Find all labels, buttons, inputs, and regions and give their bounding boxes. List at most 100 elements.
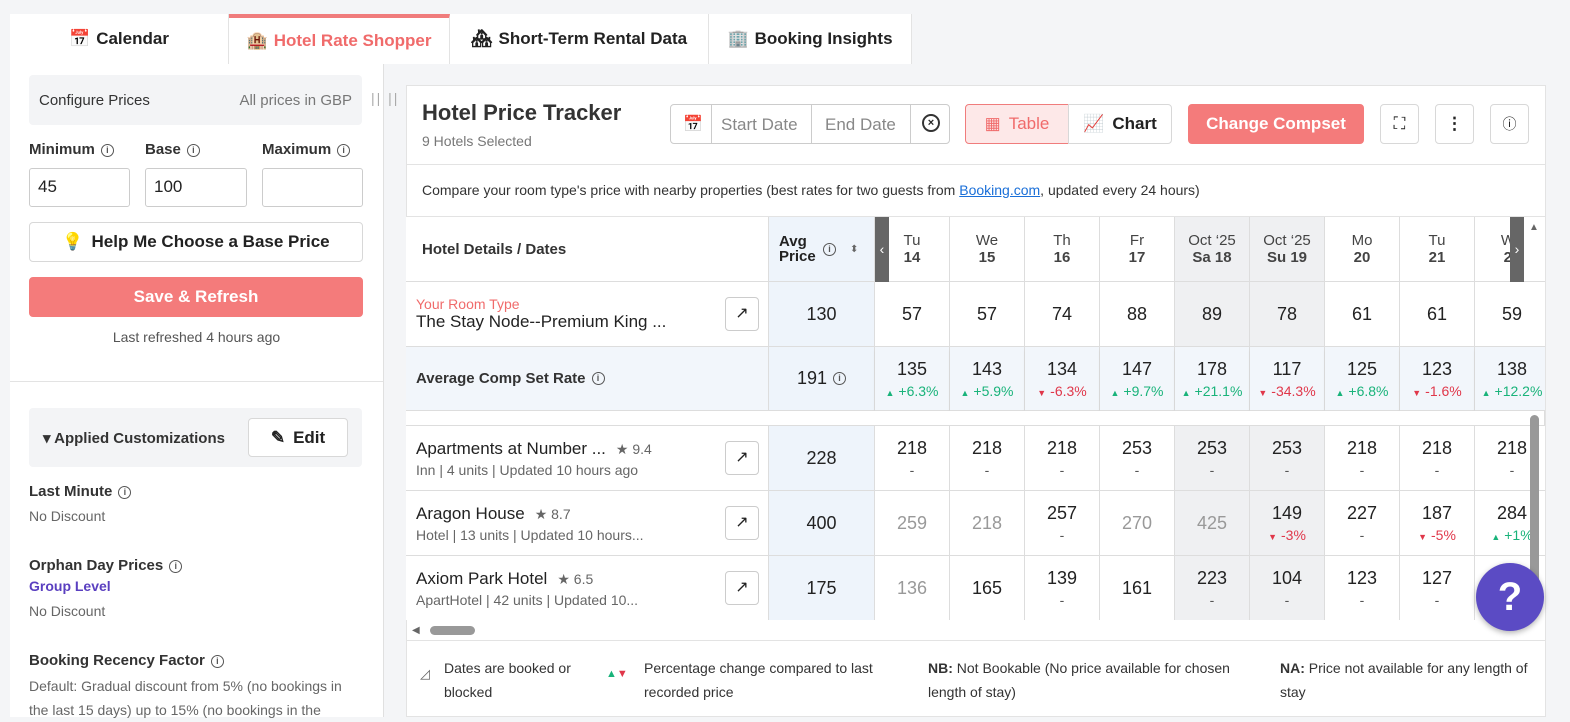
- compset-button[interactable]: Change Compset: [1188, 104, 1364, 144]
- rating-value: 6.5: [573, 570, 594, 587]
- save-button[interactable]: Save & Refresh: [29, 277, 363, 317]
- help-button[interactable]: 💡 Help Me Choose a Base Price: [29, 222, 363, 262]
- price: 253: [1121, 438, 1153, 458]
- price: 61: [1426, 303, 1448, 324]
- trend-icon: ▲▼: [606, 668, 628, 680]
- label: Table: [1008, 114, 1050, 133]
- open-link[interactable]: ↗: [725, 506, 759, 540]
- edit-button[interactable]: ✎ Edit: [248, 418, 348, 457]
- text: Maximum: [262, 141, 332, 158]
- price-cell: 134 ▼ -6.3%: [1025, 347, 1100, 411]
- info-icon[interactable]: i: [210, 654, 224, 668]
- date-top: Th: [1053, 232, 1071, 249]
- trend-arrow: ▲: [1481, 387, 1491, 398]
- change-text: +9.7%: [1123, 382, 1164, 399]
- open-link[interactable]: ↗: [725, 571, 759, 605]
- legend-item: Percentage change compared to last recor…: [644, 660, 873, 700]
- maximum-input[interactable]: [262, 168, 363, 207]
- text: Orphan Day Prices: [29, 557, 164, 574]
- tab[interactable]: 📅 Calendar: [10, 14, 229, 64]
- info-icon: i: [591, 372, 605, 385]
- scroll-left[interactable]: ◀: [412, 625, 420, 636]
- price-cell: 127 -: [1400, 556, 1475, 620]
- start-date[interactable]: Start Date: [721, 115, 798, 134]
- setting-label: Last Minute i: [29, 483, 132, 500]
- divider: [10, 381, 383, 382]
- scroll-next[interactable]: ›: [1510, 217, 1524, 282]
- date-picker[interactable]: 📅 Start Date End Date ×: [670, 104, 950, 144]
- change: -: [1060, 462, 1065, 478]
- setting-link[interactable]: Group Level: [29, 578, 111, 594]
- last-refreshed: Last refreshed 4 hours ago: [112, 329, 281, 345]
- tab[interactable]: 🏢 Booking Insights: [709, 14, 912, 64]
- scroll-prev[interactable]: ‹: [875, 217, 889, 282]
- price: 178: [1196, 358, 1228, 379]
- info-icon[interactable]: i: [169, 559, 183, 573]
- open-link[interactable]: ↗: [725, 297, 759, 331]
- divider: [406, 164, 1546, 165]
- scroll-up[interactable]: ▲: [1529, 222, 1539, 233]
- price: 227: [1346, 503, 1378, 523]
- price: 88: [1126, 303, 1148, 324]
- clear-icon[interactable]: ×: [922, 114, 940, 132]
- tab[interactable]: 🏨 Hotel Rate Shopper: [229, 14, 450, 64]
- info-icon[interactable]: i: [186, 143, 200, 157]
- date-bottom: Sa 18: [1192, 249, 1232, 266]
- trend-arrow: ▲: [1335, 387, 1345, 398]
- minimum-input[interactable]: 45: [29, 168, 130, 207]
- booking-link[interactable]: Booking.com: [959, 182, 1041, 198]
- date-bottom: 15: [978, 249, 996, 266]
- change-text: -3%: [1281, 527, 1306, 543]
- change-text: -5%: [1431, 527, 1456, 543]
- price-table: Hotel Details / Dates Avg Price i ⬍ Tu 14 We 15…: [406, 217, 1545, 620]
- drag-handle[interactable]: || ||: [371, 90, 400, 106]
- chart-button[interactable]: 📈 Chart: [1068, 104, 1172, 144]
- change: -: [985, 462, 990, 478]
- price: 218: [1421, 438, 1453, 458]
- customizations-title[interactable]: ▾ Applied Customizations: [43, 430, 225, 447]
- price-cell: 149 ▼ -3%: [1250, 491, 1325, 556]
- h-scrollbar-thumb[interactable]: [430, 626, 475, 635]
- fullscreen-button[interactable]: ⛶: [1380, 104, 1419, 144]
- avg-cell: 400: [769, 491, 875, 556]
- price: 270: [1121, 512, 1153, 533]
- change-text: -: [1059, 462, 1065, 478]
- description: Compare your room type's price with near…: [422, 182, 1200, 198]
- price: 218: [971, 438, 1003, 458]
- v-scrollbar-thumb[interactable]: [1530, 415, 1539, 605]
- setting-label: Orphan Day Prices i: [29, 557, 183, 574]
- change: ▲ +5.9%: [960, 383, 1013, 399]
- change: -: [1210, 592, 1215, 608]
- avg-header-label[interactable]: Avg Price: [779, 233, 816, 265]
- legend-key: NA:: [1280, 660, 1305, 676]
- table-button[interactable]: ▦ Table: [965, 104, 1069, 144]
- legend-item: NA: Price not available for any length o…: [1280, 656, 1540, 704]
- price-cell: 218 -: [1400, 426, 1475, 491]
- price-cell: 123 -: [1325, 556, 1400, 620]
- change-text: +5.9%: [973, 382, 1014, 399]
- splitter[interactable]: [383, 64, 384, 717]
- tab[interactable]: 🏘 Short-Term Rental Data: [450, 14, 709, 64]
- blocked-icon: ◿: [420, 666, 430, 681]
- chat-help-button[interactable]: ?: [1476, 563, 1544, 631]
- info-icon[interactable]: i: [100, 143, 114, 157]
- change-text: -: [984, 462, 990, 478]
- base-input[interactable]: 100: [145, 168, 247, 207]
- hotel-cell: Apartments at Number ... ★ 9.4 Inn | 4 uni…: [406, 426, 769, 491]
- avg-cell: 228: [769, 426, 875, 491]
- legend-text: Price not available for any length of st…: [1280, 660, 1528, 700]
- help-icon-button[interactable]: ⓘ: [1490, 104, 1529, 144]
- info-icon[interactable]: i: [118, 485, 132, 499]
- hotel-cell: Your Room Type The Stay Node--Premium Kin…: [406, 282, 769, 347]
- end-date[interactable]: End Date: [825, 115, 896, 134]
- price: 253: [1196, 438, 1228, 458]
- info-icon[interactable]: i: [337, 143, 351, 157]
- icon: 💡: [62, 232, 84, 251]
- hotel-meta: Hotel | 13 units | Updated 10 hours...: [416, 526, 644, 543]
- icon: 🏘: [470, 29, 493, 48]
- icon: ▦: [984, 114, 1001, 133]
- menu-button[interactable]: ⋮: [1435, 104, 1474, 144]
- price-cell: 165: [950, 556, 1025, 620]
- open-link[interactable]: ↗: [725, 441, 759, 475]
- sort-icon[interactable]: ⬍: [850, 243, 859, 255]
